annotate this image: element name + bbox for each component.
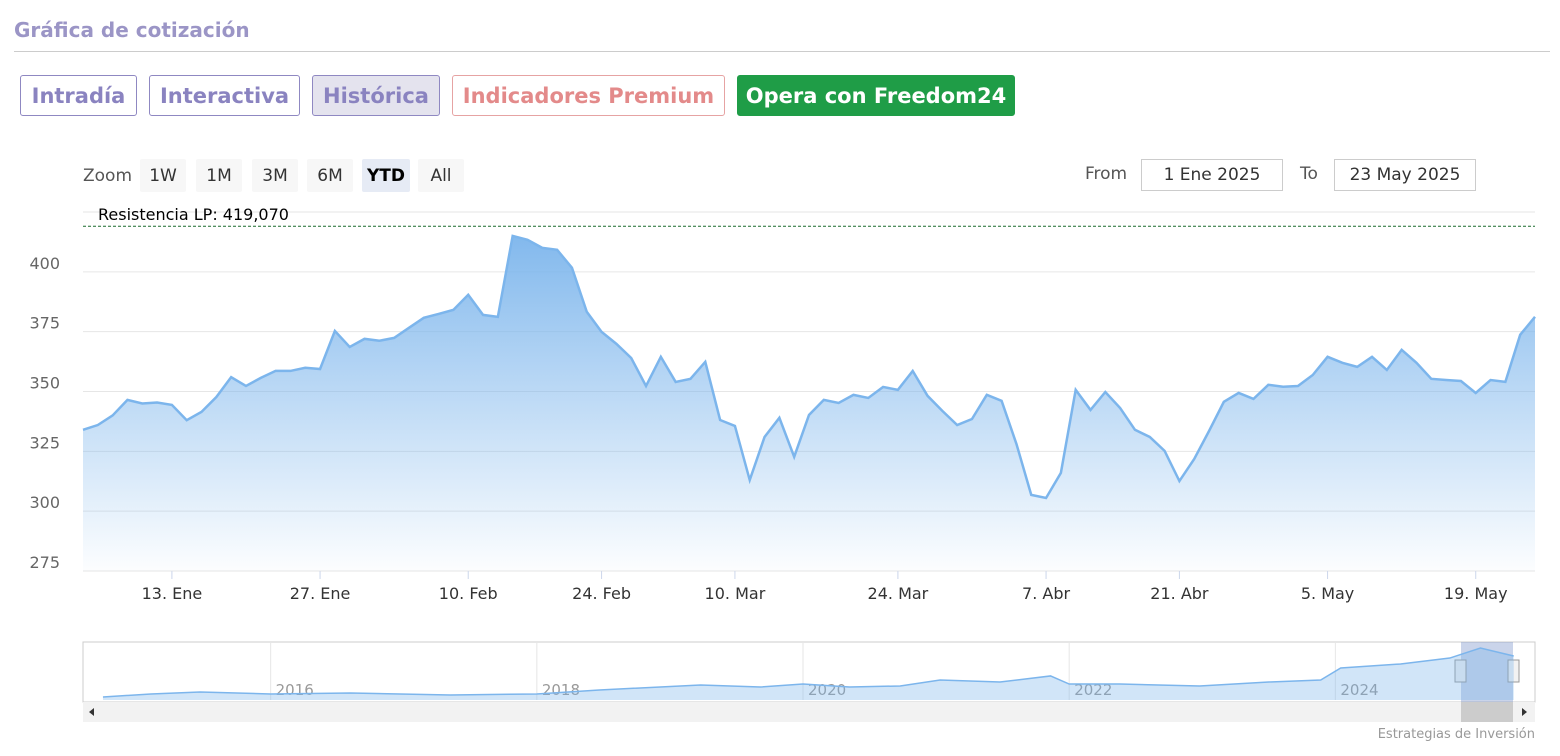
y-tick-label: 350 <box>29 374 60 393</box>
from-label: From <box>1085 164 1128 184</box>
section-title: Gráfica de cotización <box>14 18 250 42</box>
zoom-button[interactable]: YTD <box>362 159 410 192</box>
y-tick-label: 275 <box>29 553 60 572</box>
zoom-button[interactable]: 1M <box>196 159 242 192</box>
x-tick-label: 10. Feb <box>439 584 498 603</box>
from-input[interactable]: 1 Ene 2025 <box>1141 159 1283 191</box>
y-tick-label: 300 <box>29 493 60 512</box>
resistance-label: Resistencia LP: 419,070 <box>98 205 289 224</box>
tab[interactable]: Opera con Freedom24 <box>737 75 1015 116</box>
x-tick-label: 13. Ene <box>142 584 203 603</box>
x-tick-label: 24. Feb <box>572 584 631 603</box>
y-tick-label: 375 <box>29 314 60 333</box>
y-tick-label: 400 <box>29 254 60 273</box>
zoom-button[interactable]: All <box>418 159 464 192</box>
x-tick-label: 27. Ene <box>290 584 351 603</box>
x-tick-label: 21. Abr <box>1150 584 1209 603</box>
divider <box>14 51 1550 52</box>
to-input[interactable]: 23 May 2025 <box>1334 159 1476 191</box>
navigator-year-label: 2022 <box>1074 681 1112 699</box>
x-tick-label: 10. Mar <box>705 584 766 603</box>
zoom-button[interactable]: 3M <box>252 159 298 192</box>
tab[interactable]: Interactiva <box>149 75 300 116</box>
x-tick-label: 19. May <box>1444 584 1508 603</box>
x-tick-label: 24. Mar <box>868 584 929 603</box>
navigator-line <box>102 647 1514 698</box>
scrollbar-thumb[interactable] <box>1461 702 1513 722</box>
zoom-label: Zoom <box>83 166 133 186</box>
navigator-handle[interactable] <box>1507 659 1520 683</box>
price-line <box>82 234 1536 500</box>
scrollbar-track[interactable] <box>83 702 1535 722</box>
navigator-area <box>102 648 1514 700</box>
tab[interactable]: Intradía <box>20 75 137 116</box>
navigator-year-label: 2024 <box>1340 681 1378 699</box>
y-tick-label: 325 <box>29 433 60 452</box>
navigator-handle[interactable] <box>1454 659 1467 683</box>
credit: Estrategias de Inversión <box>1378 727 1535 742</box>
price-area <box>83 235 1535 571</box>
navigator-year-label: 2018 <box>542 681 580 699</box>
zoom-button[interactable]: 1W <box>140 159 186 192</box>
tab[interactable]: Indicadores Premium <box>452 75 725 116</box>
to-label: To <box>1300 164 1318 184</box>
x-tick-label: 5. May <box>1301 584 1354 603</box>
zoom-button[interactable]: 6M <box>307 159 353 192</box>
x-tick-label: 7. Abr <box>1022 584 1070 603</box>
tab[interactable]: Histórica <box>312 75 440 116</box>
